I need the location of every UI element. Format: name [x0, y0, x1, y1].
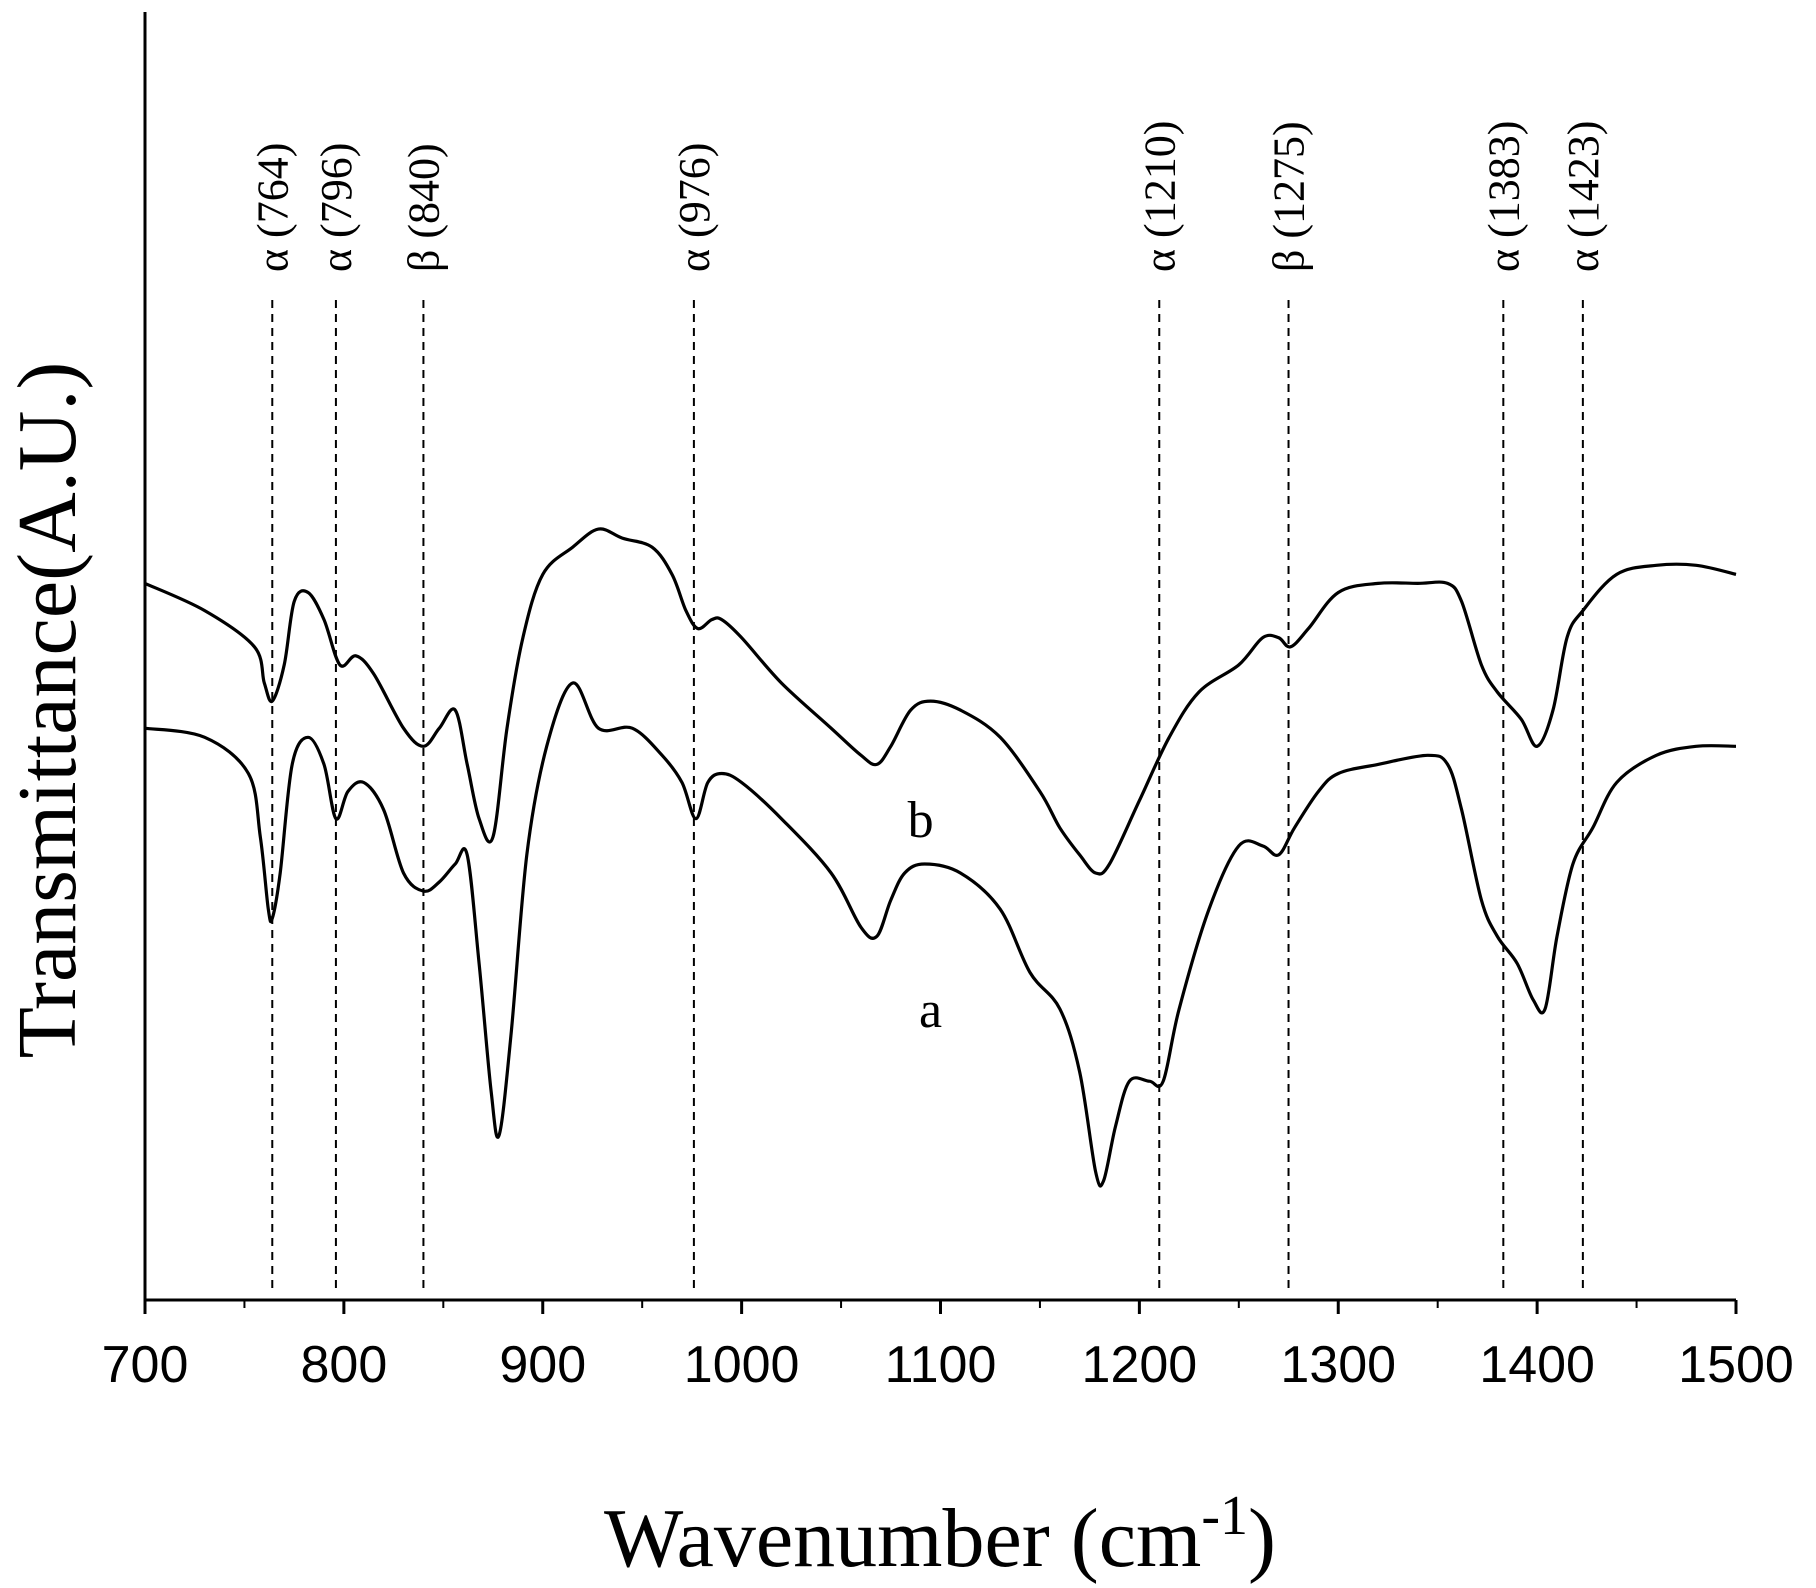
x-tick-label-900: 900 [499, 1336, 586, 1394]
peak-marker-label-976: α (976) [670, 143, 719, 272]
peak-marker-label-1275: β (1275) [1265, 121, 1314, 272]
series-group [144, 527, 1737, 1188]
x-tick-group: 700 800 900 1000 1100 1200 1300 1400 1500 [102, 1300, 1794, 1394]
peak-marker-label-1423: α (1423) [1559, 121, 1608, 272]
peak-marker-label-1383: α (1383) [1479, 121, 1528, 272]
x-tick-label-1100: 1100 [885, 1336, 997, 1394]
x-axis-title-close: ) [1248, 1492, 1276, 1585]
x-tick-label-1400: 1400 [1479, 1336, 1595, 1394]
x-tick-label-1200: 1200 [1082, 1336, 1198, 1394]
x-tick-label-1000: 1000 [684, 1336, 800, 1394]
x-tick-label-700: 700 [102, 1336, 189, 1394]
peak-marker-label-764: α (764) [248, 143, 297, 272]
series-b-line [144, 527, 1737, 876]
x-axis-title-superscript: -1 [1201, 1485, 1248, 1547]
peak-marker-group: α (764) α (796) β (840) α (976) α (1210) β (1… [248, 121, 1608, 1292]
y-axis-title: Transmittance(A.U.) [1, 362, 94, 1059]
series-label-group: ba [908, 792, 942, 1039]
x-axis-title: Wavenumber (cm-1) [604, 1485, 1276, 1585]
x-tick-label-1500: 1500 [1678, 1336, 1794, 1394]
series-a-line [144, 681, 1737, 1188]
series-label-b: b [908, 792, 934, 849]
peak-marker-label-840: β (840) [399, 143, 448, 272]
x-axis-title-main: Wavenumber (cm [604, 1492, 1201, 1585]
x-tick-label-800: 800 [300, 1336, 387, 1394]
x-tick-label-1300: 1300 [1280, 1336, 1396, 1394]
peak-marker-label-1210: α (1210) [1135, 121, 1184, 272]
peak-marker-label-796: α (796) [312, 143, 361, 272]
series-label-a: a [919, 982, 942, 1039]
